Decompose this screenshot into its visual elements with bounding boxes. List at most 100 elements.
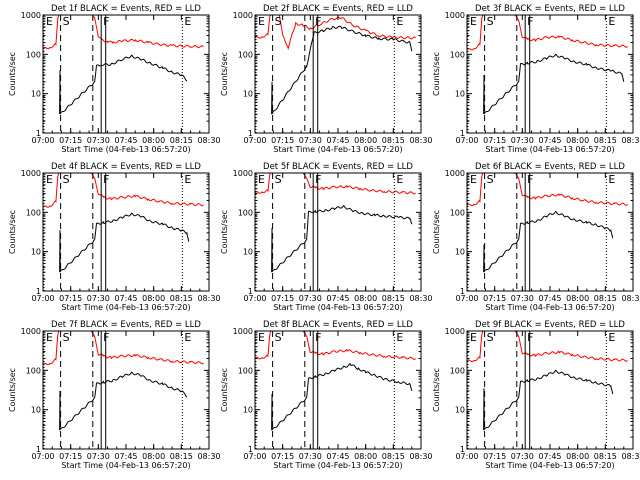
x-tick-label: 07:30: [299, 136, 322, 145]
x-tick-label: 07:15: [271, 294, 294, 303]
y-tick-label: 10: [243, 248, 253, 257]
y-tick-label: 10: [243, 90, 253, 99]
marker-label-1: E: [46, 15, 53, 28]
marker-label-4: E: [396, 331, 403, 344]
x-tick-label: 07:45: [114, 452, 137, 461]
x-tick-label: 07:15: [483, 294, 506, 303]
y-axis-label: Counts/sec: [432, 52, 441, 96]
x-tick-label: 07:45: [326, 452, 349, 461]
x-tick-label: 07:30: [87, 452, 110, 461]
y-tick-label: 1000: [445, 169, 465, 178]
series-line-2: [483, 369, 614, 431]
y-axis-label: Counts/sec: [432, 368, 441, 412]
x-tick-label: 08:00: [566, 294, 589, 303]
x-tick-label: 08:00: [566, 452, 589, 461]
x-axis-label: Start Time (04-Feb-13 06:57:20): [61, 145, 190, 154]
y-tick-label: 100: [450, 208, 465, 217]
marker-label-3: F: [315, 15, 321, 28]
x-tick-label: 07:00: [243, 452, 266, 461]
x-tick-label: 08:15: [170, 136, 193, 145]
x-tick-label: 08:15: [594, 452, 617, 461]
marker-label-3: F: [527, 15, 533, 28]
x-axis-label: Start Time (04-Feb-13 06:57:20): [485, 145, 614, 154]
y-axis-label: Counts/sec: [220, 210, 229, 254]
x-tick-label: 07:30: [511, 136, 534, 145]
y-tick-label: 100: [26, 208, 41, 217]
plot-frame: [466, 14, 634, 134]
y-tick-label: 1000: [21, 169, 41, 178]
x-tick-label: 07:15: [59, 136, 82, 145]
marker-label-2: S: [63, 331, 70, 344]
series-line-2: [271, 363, 413, 431]
x-tick-label: 08:15: [382, 136, 405, 145]
x-tick-label: 07:00: [455, 294, 478, 303]
marker-label-3: F: [527, 331, 533, 344]
marker-label-2: S: [487, 331, 494, 344]
y-tick-label: 10: [31, 90, 41, 99]
marker-label-4: E: [608, 173, 615, 186]
x-tick-label: 07:00: [243, 294, 266, 303]
marker-label-3: F: [103, 15, 109, 28]
y-axis-label: Counts/sec: [8, 368, 17, 412]
x-tick-label: 07:15: [483, 452, 506, 461]
y-tick-label: 100: [450, 50, 465, 59]
marker-label-4: E: [608, 15, 615, 28]
x-tick-label: 08:30: [197, 294, 220, 303]
y-tick-label: 1: [460, 445, 465, 454]
marker-label-1: E: [470, 15, 477, 28]
series-line-2: [59, 371, 188, 431]
x-tick-label: 08:30: [621, 452, 640, 461]
marker-label-1: E: [46, 173, 53, 186]
series-line-2: [271, 204, 413, 273]
x-tick-label: 07:45: [326, 294, 349, 303]
x-tick-label: 08:15: [382, 452, 405, 461]
marker-label-4: E: [396, 173, 403, 186]
series-line-2: [483, 53, 625, 115]
marker-label-1: E: [258, 15, 265, 28]
series-line-1: [467, 331, 628, 363]
x-tick-label: 08:30: [621, 136, 640, 145]
series-line-2: [483, 210, 614, 273]
plot-frame: [254, 330, 422, 450]
y-tick-label: 1000: [21, 327, 41, 336]
x-tick-label: 08:00: [566, 136, 589, 145]
series-line-1: [43, 173, 204, 208]
x-tick-label: 07:00: [31, 452, 54, 461]
marker-label-2: S: [275, 331, 282, 344]
x-tick-label: 08:30: [621, 294, 640, 303]
x-axis-label: Start Time (04-Feb-13 06:57:20): [61, 461, 190, 470]
marker-label-2: S: [63, 15, 70, 28]
y-tick-label: 10: [31, 248, 41, 257]
y-tick-label: 1: [36, 445, 41, 454]
y-tick-label: 1: [248, 445, 253, 454]
marker-label-4: E: [396, 15, 403, 28]
marker-label-3: F: [527, 173, 533, 186]
x-axis-label: Start Time (04-Feb-13 06:57:20): [273, 303, 402, 312]
y-axis-label: Counts/sec: [220, 368, 229, 412]
marker-label-4: E: [608, 331, 615, 344]
plot-frame: [42, 172, 210, 292]
y-tick-label: 1000: [233, 169, 253, 178]
x-tick-label: 07:15: [59, 294, 82, 303]
marker-label-1: E: [258, 173, 265, 186]
series-line-1: [43, 15, 204, 50]
plot-frame: [466, 330, 634, 450]
x-tick-label: 07:00: [455, 136, 478, 145]
x-tick-label: 08:30: [409, 136, 432, 145]
marker-label-3: F: [103, 173, 109, 186]
x-tick-label: 08:15: [382, 294, 405, 303]
marker-label-2: S: [63, 173, 70, 186]
marker-label-1: E: [258, 331, 265, 344]
x-tick-label: 07:30: [511, 452, 534, 461]
chart-title: Det 1f BLACK = Events, RED = LLD: [51, 4, 201, 14]
x-tick-label: 08:00: [354, 452, 377, 461]
y-axis-label: Counts/sec: [220, 52, 229, 96]
marker-label-3: F: [315, 173, 321, 186]
y-tick-label: 1: [460, 287, 465, 296]
